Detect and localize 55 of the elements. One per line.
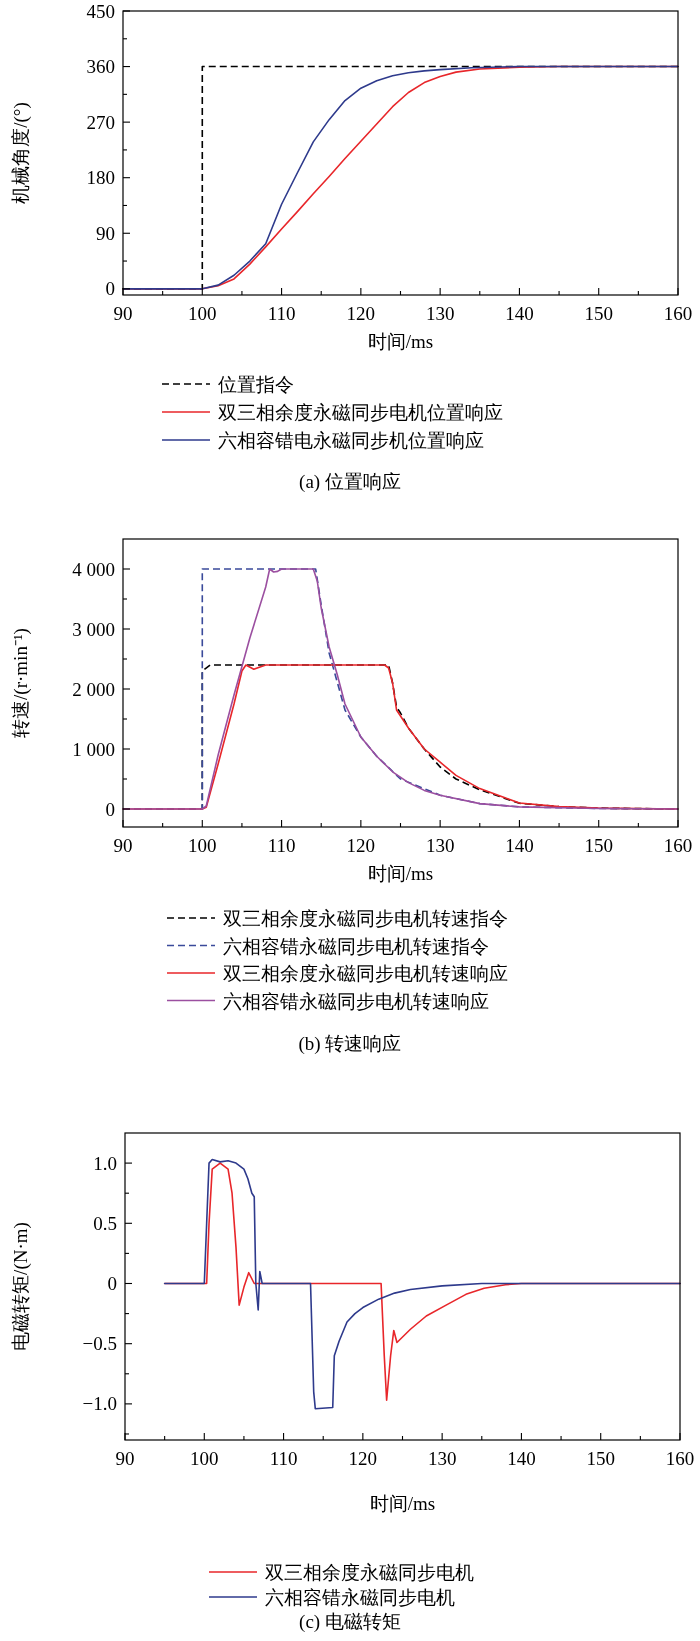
legend-label: 六相容错永磁同步电机: [265, 1587, 455, 1608]
y-tick-label: 0: [105, 278, 115, 300]
x-axis-title: 时间/ms: [367, 331, 434, 352]
legend-label: 双三相余度永磁同步电机: [265, 1562, 474, 1583]
x-tick-label: 130: [425, 835, 455, 856]
y-axis-title: 机械角度/(°): [10, 102, 32, 204]
y-axis-title: 电磁转矩/(N·m): [10, 1222, 32, 1351]
y-tick-label: 0: [105, 798, 115, 820]
x-tick-label: 110: [267, 303, 296, 324]
y-tick-label: 90: [96, 222, 115, 244]
x-tick-label: 160: [663, 303, 693, 324]
x-tick-label: 160: [663, 835, 693, 856]
x-tick-label: 110: [267, 835, 296, 856]
x-tick-label: 100: [188, 835, 217, 856]
y-tick-label: 1 000: [72, 738, 115, 760]
x-tick-label: 130: [425, 303, 455, 324]
x-tick-label: 120: [346, 835, 376, 856]
legend-label: 六相容错电永磁同步机位置响应: [218, 430, 484, 451]
y-tick-label: 3 000: [72, 618, 115, 640]
text: (c) 电磁转矩: [299, 1611, 401, 1633]
x-tick-label: 140: [507, 1448, 536, 1469]
x-tick-label: 120: [346, 303, 376, 324]
y-tick-label: 1.0: [93, 1152, 117, 1174]
x-tick-label: 100: [190, 1448, 219, 1469]
x-axis-title: 时间/ms: [369, 1493, 436, 1514]
x-tick-label: 150: [586, 1448, 615, 1469]
x-tick-label: 120: [348, 1448, 378, 1469]
text: (b) 转速响应: [298, 1033, 402, 1055]
y-tick-label: 450: [86, 0, 115, 22]
x-tick-label: 110: [269, 1448, 298, 1469]
legend-label: 双三相余度永磁同步电机转速指令: [223, 908, 508, 929]
x-tick-label: 140: [505, 303, 534, 324]
x-tick-label: 150: [584, 303, 613, 324]
x-tick-label: 150: [584, 835, 613, 856]
legend-label: 六相容错永磁同步电机转速指令: [223, 935, 489, 957]
legend-label: 双三相余度永磁同步电机位置响应: [218, 402, 503, 423]
y-tick-label: −0.5: [82, 1333, 117, 1355]
y-tick-label: 0.5: [93, 1212, 117, 1234]
x-tick-label: 100: [188, 303, 217, 324]
legend-label: 双三相余度永磁同步电机转速响应: [223, 963, 508, 984]
legend-label: 位置指令: [218, 374, 294, 395]
text: (a) 位置响应: [299, 471, 401, 493]
y-tick-label: 360: [86, 56, 115, 78]
y-axis-title: 转速/(r·min⁻¹): [10, 628, 32, 738]
y-tick-label: 4 000: [72, 558, 115, 580]
y-tick-label: 0: [107, 1272, 117, 1294]
x-tick-label: 140: [505, 835, 534, 856]
x-tick-label: 130: [427, 1448, 457, 1469]
y-tick-label: 180: [86, 167, 115, 189]
x-axis-title: 时间/ms: [367, 863, 434, 884]
y-tick-label: 2 000: [72, 678, 115, 700]
y-tick-label: 270: [86, 111, 115, 133]
y-tick-label: −1.0: [82, 1393, 117, 1415]
legend-label: 六相容错永磁同步电机转速响应: [223, 990, 489, 1012]
x-tick-label: 160: [665, 1448, 695, 1469]
